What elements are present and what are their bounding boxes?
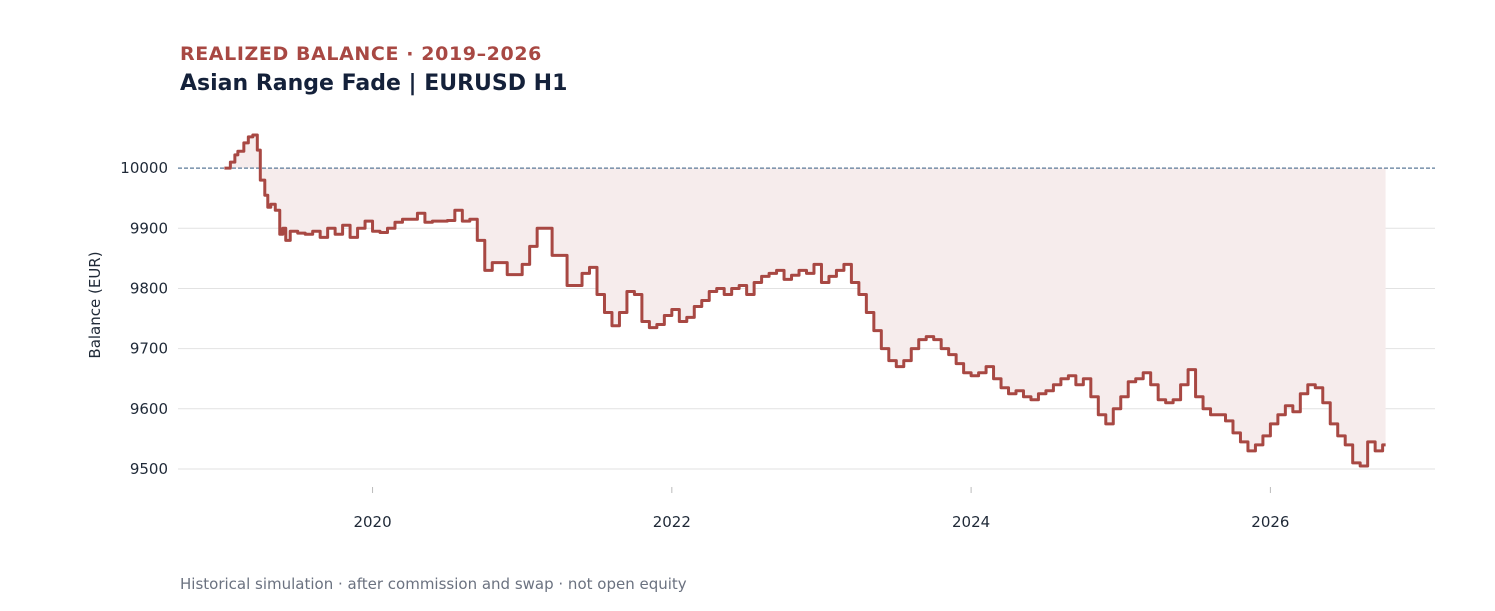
x-tick-label: 2022	[653, 513, 691, 531]
y-tick-label: 9900	[130, 219, 168, 237]
drawdown-area	[224, 135, 1386, 466]
x-tick-label: 2026	[1251, 513, 1289, 531]
balance-line	[224, 133, 1386, 468]
y-axis-label: Balance (EUR)	[86, 251, 104, 358]
footnote: Historical simulation · after commission…	[180, 575, 687, 593]
x-tick-label: 2024	[952, 513, 990, 531]
chart-eyebrow: REALIZED BALANCE · 2019–2026	[180, 43, 542, 65]
chart-title: Asian Range Fade | EURUSD H1	[180, 71, 568, 96]
axis-ticks: 9500 9600 9700 9800 9900 10000 2020 2022 2024 202…	[120, 159, 1289, 531]
y-tick-label: 9800	[130, 279, 168, 297]
y-tick-label: 9700	[130, 340, 168, 358]
x-tick-label: 2020	[353, 513, 391, 531]
y-tick-label: 10000	[120, 159, 168, 177]
y-tick-label: 9500	[130, 460, 168, 478]
y-tick-label: 9600	[130, 400, 168, 418]
